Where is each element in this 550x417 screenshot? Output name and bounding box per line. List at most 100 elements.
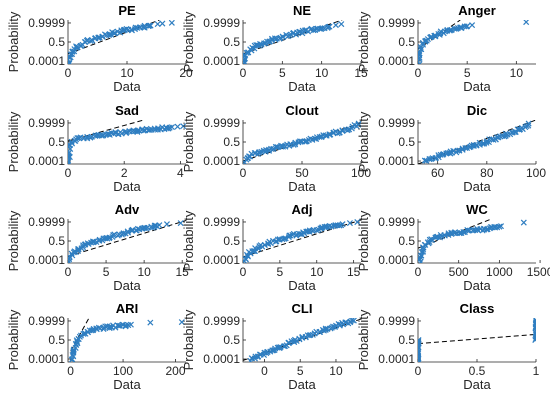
subplot-anger: Anger 0.0001 0.5 0.9999 0 5 10 Data Probability bbox=[356, 3, 536, 94]
subplot-ari: ARI 0.0001 0.5 0.9999 0 100 200 Data Probability bbox=[6, 301, 186, 392]
panel-title: NE bbox=[293, 3, 311, 18]
x-tick-label: 0 bbox=[65, 66, 72, 80]
data-point bbox=[143, 225, 150, 232]
y-tick-label: 0.0001 bbox=[378, 54, 415, 68]
data-point bbox=[293, 232, 300, 239]
y-tick-label: 0.0001 bbox=[203, 154, 240, 168]
data-point bbox=[423, 157, 430, 164]
x-tick-label: 10 bbox=[315, 66, 329, 80]
plot-area bbox=[68, 120, 186, 164]
data-point bbox=[256, 149, 263, 156]
axis-frame bbox=[417, 318, 536, 363]
data-point bbox=[91, 238, 98, 245]
data-point bbox=[75, 135, 83, 142]
y-tick-label: 0.0001 bbox=[28, 154, 65, 168]
y-tick-label: 0.0001 bbox=[378, 253, 415, 267]
data-point bbox=[168, 124, 175, 131]
outlier-point bbox=[154, 21, 161, 28]
data-point bbox=[448, 27, 455, 34]
plot-area bbox=[243, 219, 361, 263]
y-axis-label: Probability bbox=[181, 309, 196, 370]
y-axis-label: Probability bbox=[6, 309, 21, 370]
subplot-cli: CLI 0.0001 0.5 0.9999 0 5 10 Data Probability bbox=[181, 301, 361, 392]
data-point bbox=[418, 46, 424, 53]
x-tick-label: 80 bbox=[480, 166, 494, 180]
reference-line bbox=[68, 120, 144, 142]
panel-title: Anger bbox=[458, 3, 496, 18]
subplot-adv: Adv 0.0001 0.5 0.9999 0 5 10 15 Data Probability bbox=[6, 202, 189, 293]
subplot-ne: NE 0.0001 0.5 0.9999 0 5 10 15 Data Probability bbox=[181, 3, 368, 94]
data-point bbox=[339, 221, 346, 228]
data-point bbox=[533, 318, 536, 325]
x-tick-label: 0 bbox=[415, 364, 422, 378]
data-point bbox=[261, 40, 268, 47]
outlier-point bbox=[469, 22, 476, 29]
y-tick-label: 0.5 bbox=[48, 35, 65, 49]
y-tick-label: 0.0001 bbox=[28, 54, 65, 68]
data-point bbox=[87, 134, 94, 141]
panel-title: Class bbox=[460, 301, 495, 316]
outlier-point bbox=[332, 22, 339, 29]
outlier-point bbox=[180, 123, 186, 130]
data-point bbox=[418, 61, 423, 64]
data-point bbox=[421, 157, 428, 164]
x-tick-label: 4 bbox=[177, 166, 184, 180]
data-point bbox=[310, 27, 317, 34]
outlier-point bbox=[354, 219, 361, 226]
data-point bbox=[459, 146, 466, 153]
data-point bbox=[274, 236, 281, 243]
x-tick-label: 0 bbox=[240, 265, 247, 279]
y-tick-label: 0.0001 bbox=[203, 54, 240, 68]
plot-area bbox=[418, 120, 536, 164]
data-point bbox=[326, 23, 333, 30]
subplot-sad: Sad 0.0001 0.5 0.9999 0 2 4 Data Probability bbox=[6, 103, 186, 194]
data-point bbox=[273, 144, 280, 151]
y-tick-label: 0.5 bbox=[398, 333, 415, 347]
y-tick-label: 0.0001 bbox=[28, 352, 65, 366]
data-point bbox=[532, 318, 536, 324]
x-tick-label: 100 bbox=[113, 364, 133, 378]
x-axis-label: Data bbox=[113, 179, 141, 194]
data-point bbox=[98, 132, 105, 139]
x-axis-label: Data bbox=[113, 377, 141, 392]
subplot-pe: PE 0.0001 0.5 0.9999 0 10 20 Data Probability bbox=[6, 3, 193, 94]
data-point bbox=[355, 121, 361, 128]
data-point bbox=[243, 256, 250, 263]
y-tick-label: 0.5 bbox=[48, 333, 65, 347]
data-point bbox=[322, 325, 329, 332]
y-tick-label: 0.9999 bbox=[203, 116, 240, 130]
data-point bbox=[141, 24, 148, 31]
panel-title: CLI bbox=[292, 301, 313, 316]
subplot-class: Class 0.0001 0.5 0.9999 0 0.5 1 Data Probability bbox=[356, 301, 540, 392]
data-point bbox=[420, 246, 427, 253]
outlier-point bbox=[177, 220, 184, 227]
x-axis-label: Data bbox=[288, 377, 316, 392]
x-tick-label: 0 bbox=[67, 364, 74, 378]
plot-area bbox=[243, 318, 361, 362]
data-point bbox=[418, 338, 422, 345]
data-point bbox=[262, 148, 269, 155]
data-point bbox=[339, 128, 346, 135]
subplot-wc: WC 0.0001 0.5 0.9999 0 500 1000 1500 Data Probabi… bbox=[356, 202, 550, 293]
data-point bbox=[325, 23, 332, 30]
data-point bbox=[464, 23, 471, 30]
panel-title: PE bbox=[118, 3, 136, 18]
axis-frame bbox=[67, 318, 186, 363]
x-axis-label: Data bbox=[288, 79, 316, 94]
x-tick-label: 5 bbox=[279, 66, 286, 80]
y-tick-label: 0.9999 bbox=[28, 16, 65, 30]
reference-line bbox=[243, 219, 361, 258]
data-point bbox=[281, 235, 288, 242]
data-point bbox=[71, 48, 78, 55]
reference-line bbox=[418, 333, 536, 345]
y-axis-label: Probability bbox=[356, 309, 371, 370]
y-tick-label: 0.5 bbox=[48, 234, 65, 248]
y-tick-label: 0.9999 bbox=[28, 314, 65, 328]
x-tick-label: 10 bbox=[137, 265, 151, 279]
outlier-point bbox=[346, 220, 353, 227]
outlier-point bbox=[127, 321, 134, 328]
x-tick-label: 60 bbox=[431, 166, 445, 180]
y-tick-label: 0.9999 bbox=[378, 314, 415, 328]
x-tick-label: 5 bbox=[103, 265, 110, 279]
data-point bbox=[243, 251, 251, 258]
